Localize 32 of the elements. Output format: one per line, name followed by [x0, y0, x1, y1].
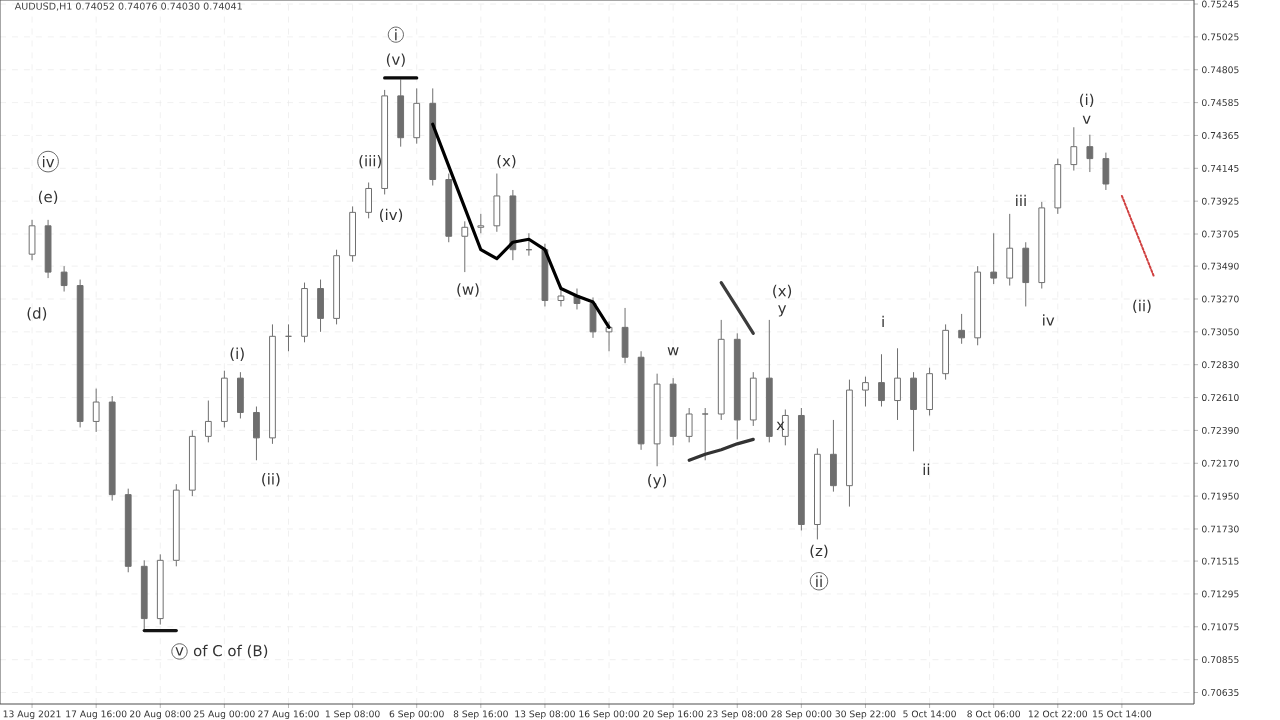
candlestick [397, 78, 405, 148]
candlestick [621, 307, 629, 364]
candlestick [1086, 134, 1094, 173]
candlestick [413, 87, 421, 145]
candlestick [1022, 241, 1030, 307]
candlestick [349, 205, 356, 263]
candlestick [509, 189, 517, 261]
candlestick [557, 289, 565, 307]
candlestick [493, 173, 501, 233]
candlestick [958, 313, 966, 345]
candlestick [669, 377, 677, 446]
candlestick [60, 265, 68, 293]
candlestick [653, 373, 661, 467]
candlestick [637, 350, 645, 451]
candlestick [942, 323, 949, 381]
candlestick [156, 553, 164, 626]
candlestick [76, 279, 84, 428]
candlestick [44, 219, 52, 279]
candlestick [830, 419, 837, 493]
candlestick [1102, 152, 1110, 191]
candlestick [846, 379, 853, 508]
candlestick [541, 243, 549, 307]
candlestick [814, 447, 821, 540]
candlestick [733, 332, 741, 440]
line-series [687, 437, 755, 462]
candlestick [28, 219, 36, 261]
candlestick [461, 220, 469, 273]
candlestick [894, 347, 901, 421]
candlestick [1006, 213, 1014, 287]
candlestick [589, 296, 597, 339]
candlestick [1070, 126, 1078, 172]
candlestick [92, 388, 100, 433]
